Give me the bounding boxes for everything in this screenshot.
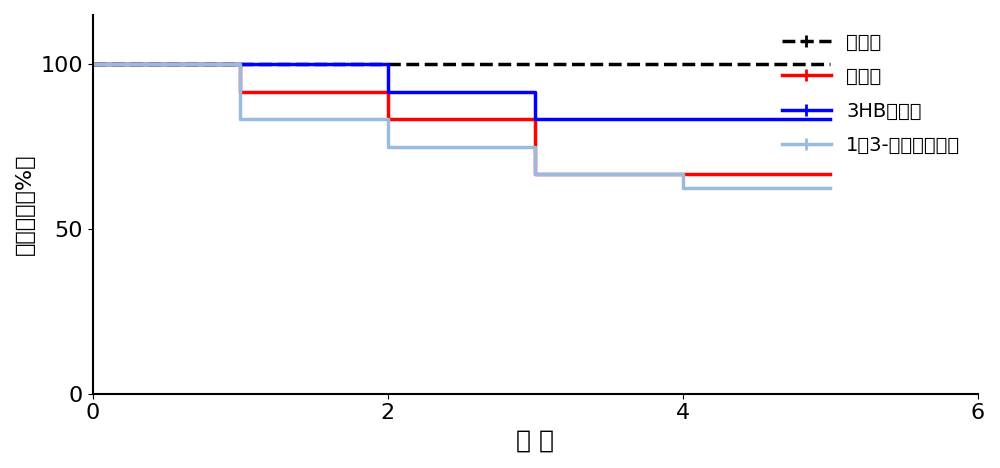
- Legend: 对照组, 模型组, 3HB治疗组, 1，3-丁二醇治疗组: 对照组, 模型组, 3HB治疗组, 1，3-丁二醇治疗组: [774, 25, 968, 163]
- X-axis label: 天 数: 天 数: [516, 429, 554, 453]
- Y-axis label: 生存比例（%）: 生存比例（%）: [15, 154, 35, 255]
